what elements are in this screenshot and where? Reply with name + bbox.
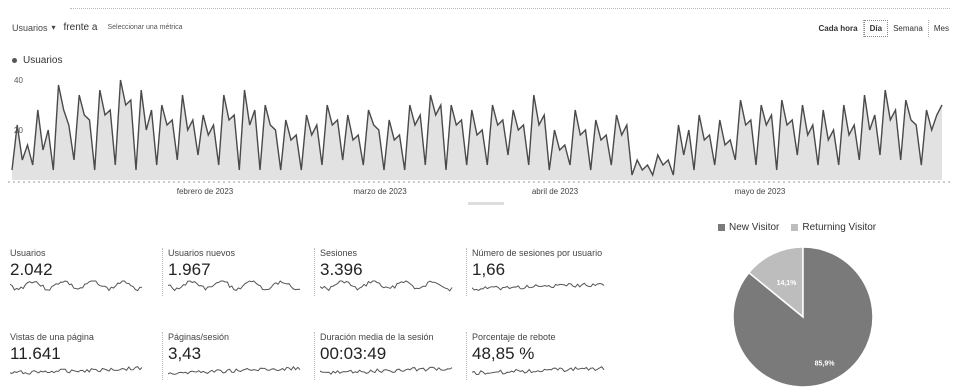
metric-separator [314, 332, 315, 380]
legend-series-name: Usuarios [23, 55, 63, 66]
x-tick-label: febrero de 2023 [177, 187, 234, 196]
pie-slice-label: 85,9% [815, 361, 836, 368]
metric-sparkline [472, 282, 605, 291]
metric-card[interactable]: Duración media de la sesión 00:03:49 [320, 332, 460, 378]
pie-slice-returning-visitor [747, 246, 804, 319]
metric-sparkline [320, 366, 453, 375]
users-area-chart: 20 40 febrero de 2023 marzo de 2023 abril de… [8, 76, 950, 205]
metric-value: 00:03:49 [320, 344, 387, 363]
pie-slice-new-visitor [732, 246, 874, 388]
vs-label: frente a [63, 22, 98, 33]
chart-scroll-handle [468, 202, 504, 205]
metric-select[interactable]: Usuarios ▾ [12, 23, 56, 33]
sparkline-path [320, 280, 453, 292]
metric-label: Vistas de una página [10, 332, 94, 342]
metric-card[interactable]: Porcentaje de rebote 48,85 % [472, 332, 612, 378]
metric-separator [162, 248, 163, 296]
legend-swatch-new [718, 224, 725, 231]
metric-value: 1.967 [168, 260, 211, 279]
metric-sparkline [168, 280, 301, 292]
y-tick-label: 40 [14, 76, 23, 85]
x-tick-label: mayo de 2023 [735, 187, 786, 196]
legend-returning-visitor-label: Returning Visitor [802, 222, 877, 233]
metric-label: Usuarios nuevos [168, 248, 236, 258]
metric-sparkline [10, 280, 143, 292]
granularity-month-button[interactable]: Mes [928, 20, 954, 37]
visitor-pie-chart: 14,1% 85,9% [732, 246, 874, 388]
metric-sparkline [472, 366, 605, 376]
sparkline-path [472, 282, 605, 291]
metric-label: Número de sesiones por usuario [472, 248, 603, 258]
metric-value: 3,43 [168, 344, 202, 363]
metric-toolbar: Usuarios ▾ frente a Seleccionar una métr… [12, 22, 183, 33]
sparkline-path [168, 365, 301, 375]
metric-sparkline [320, 280, 453, 292]
sparkline-path [320, 366, 453, 375]
chevron-down-icon: ▾ [51, 23, 56, 32]
granularity-hourly-button[interactable]: Cada hora [813, 20, 864, 37]
legend-new-visitor: New Visitor [718, 222, 779, 233]
granularity-day-button[interactable]: Día [863, 20, 889, 37]
metric-value: 1,66 [472, 260, 506, 279]
metric-card[interactable]: Vistas de una página 11.641 [10, 332, 150, 378]
top-divider [70, 8, 950, 9]
metric-value: 11.641 [10, 344, 61, 363]
chart-legend: Usuarios [12, 55, 62, 66]
x-tick-label: abril de 2023 [532, 187, 579, 196]
metric-label: Usuarios [10, 248, 46, 258]
metric-label: Duración media de la sesión [320, 332, 434, 342]
metric-separator [162, 332, 163, 380]
x-tick-label: marzo de 2023 [353, 187, 407, 196]
metric-card[interactable]: Sesiones 3.396 [320, 248, 460, 294]
metric-sparkline [168, 365, 301, 375]
legend-new-visitor-label: New Visitor [729, 222, 780, 233]
metric-separator [314, 248, 315, 296]
sparkline-path [10, 366, 143, 375]
metric-label: Sesiones [320, 248, 358, 258]
metric-separator [466, 248, 467, 296]
granularity-toggle: Cada hora Día Semana Mes [813, 20, 954, 37]
sparkline-path [472, 366, 605, 376]
metric-value: 3.396 [320, 260, 363, 279]
metric-separator [466, 332, 467, 380]
metric-card[interactable]: Páginas/sesión 3,43 [168, 332, 308, 378]
metric-value: 48,85 % [472, 344, 535, 363]
metric-label: Páginas/sesión [168, 332, 230, 342]
legend-returning-visitor: Returning Visitor [791, 222, 876, 233]
metric-sparkline [10, 366, 143, 375]
series-area [12, 80, 942, 180]
metric-card[interactable]: Usuarios nuevos 1.967 [168, 248, 308, 294]
metric-card[interactable]: Usuarios 2.042 [10, 248, 150, 294]
metric-label: Porcentaje de rebote [472, 332, 556, 342]
metric-card[interactable]: Número de sesiones por usuario 1,66 [472, 248, 612, 294]
metric-select-label: Usuarios [12, 22, 48, 33]
sparkline-path [168, 280, 301, 292]
choose-metric-link[interactable]: Seleccionar una métrica [107, 24, 183, 31]
metric-value: 2.042 [10, 260, 53, 279]
y-tick-label: 20 [14, 126, 23, 135]
sparkline-path [10, 280, 143, 292]
granularity-week-button[interactable]: Semana [888, 20, 929, 37]
series-line [11, 79, 943, 177]
legend-dot-icon [12, 58, 17, 63]
legend-swatch-returning [791, 224, 799, 231]
pie-legend: New Visitor Returning Visitor [718, 222, 888, 233]
pie-slice-label: 14,1% [777, 280, 798, 287]
